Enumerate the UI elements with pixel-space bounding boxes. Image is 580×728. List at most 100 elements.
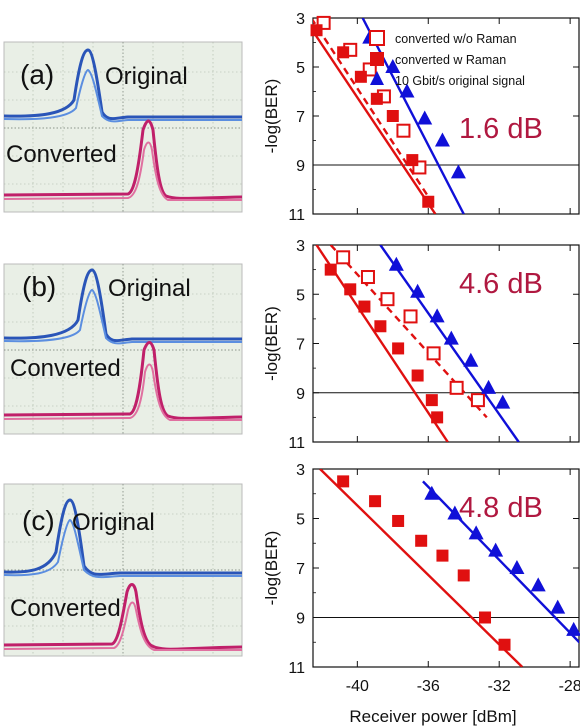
panel-label: (c)	[22, 505, 55, 536]
data-point-triangle	[399, 83, 415, 98]
data-point-triangle	[495, 394, 511, 409]
legend-marker-triangle	[370, 71, 384, 85]
y-tick-label: 7	[296, 109, 305, 126]
data-point-filled-square	[337, 475, 350, 488]
x-tick-label: -40	[346, 678, 369, 695]
data-point-filled-square	[431, 411, 444, 424]
data-point-triangle	[481, 379, 497, 394]
data-point-triangle	[488, 542, 504, 557]
data-point-filled-square	[457, 569, 470, 582]
data-point-triangle	[434, 132, 450, 147]
converted-label: Converted	[10, 595, 121, 622]
original-label: Original	[108, 275, 191, 302]
legend-entry: converted w Raman	[395, 53, 506, 67]
data-point-triangle	[385, 59, 401, 73]
original-label: Original	[72, 509, 155, 536]
y-tick-label: 7	[296, 337, 305, 354]
data-point-filled-square	[310, 24, 323, 37]
y-axis-label: -log(BER)	[262, 306, 281, 381]
data-point-open-square	[380, 292, 395, 307]
data-point-triangle	[429, 308, 445, 323]
data-point-triangle	[468, 525, 484, 540]
eye-panel-a: (a) Original Converted	[3, 41, 243, 213]
y-tick-label: 3	[296, 462, 305, 479]
data-point-triangle	[550, 599, 566, 614]
data-point-filled-square	[392, 514, 405, 527]
data-point-triangle	[530, 577, 546, 592]
legend-entry: 10 Gbit/s original signal	[395, 74, 525, 88]
y-tick-label: 3	[296, 238, 305, 255]
data-point-open-square	[336, 250, 351, 265]
data-point-filled-square	[374, 320, 387, 333]
data-point-filled-square	[422, 195, 435, 208]
data-point-open-square	[449, 380, 464, 395]
data-point-filled-square	[337, 46, 350, 59]
legend-marker-filled-square	[370, 52, 384, 66]
data-point-open-square	[403, 309, 418, 324]
data-point-filled-square	[436, 549, 449, 562]
data-point-filled-square	[370, 92, 383, 105]
original-label: Original	[105, 63, 188, 90]
panel-label: (a)	[20, 59, 54, 90]
converted-label: Converted	[10, 355, 121, 382]
y-tick-label: 9	[296, 386, 305, 403]
data-point-filled-square	[354, 70, 367, 83]
data-point-open-square	[470, 393, 485, 408]
data-point-triangle	[463, 352, 479, 367]
legend-entry: converted w/o Raman	[395, 32, 517, 46]
panel-label: (b)	[22, 271, 56, 302]
data-point-triangle	[443, 330, 459, 345]
y-tick-label: 5	[296, 60, 305, 77]
legend-marker-open-square	[369, 30, 385, 46]
ber-plot-c: 3 5 7 9 11 -40 -36 -32 -28 -log(BER) 4.8 dB	[262, 462, 580, 695]
data-point-filled-square	[392, 342, 405, 355]
y-axis-label: -log(BER)	[262, 79, 281, 154]
eye-panel-b: (b) Original Converted	[3, 263, 243, 435]
data-point-filled-square	[498, 638, 511, 651]
y-tick-label: 7	[296, 561, 305, 578]
data-point-triangle	[388, 256, 404, 271]
y-tick-label: 9	[296, 611, 305, 628]
y-tick-label: 9	[296, 158, 305, 175]
fit-line	[313, 29, 437, 214]
y-axis-label: -log(BER)	[262, 531, 281, 606]
data-point-open-square	[396, 123, 411, 138]
data-point-filled-square	[415, 534, 428, 547]
data-point-filled-square	[406, 154, 419, 167]
eye-panel-c: (c) Original Converted	[3, 483, 243, 657]
legend: converted w/o Raman converted w Raman 10…	[369, 30, 525, 88]
fit-line	[319, 469, 524, 667]
data-point-filled-square	[479, 611, 492, 624]
data-point-filled-square	[386, 110, 399, 122]
data-point-filled-square	[411, 369, 424, 382]
fit-line	[315, 245, 449, 442]
power-penalty-label: 4.6 dB	[459, 268, 543, 300]
data-point-triangle	[417, 110, 433, 125]
data-point-filled-square	[344, 283, 357, 296]
converted-label: Converted	[6, 141, 117, 168]
data-point-filled-square	[425, 394, 438, 407]
data-point-filled-square	[324, 263, 337, 276]
data-point-filled-square	[369, 495, 382, 508]
y-tick-label: 11	[288, 207, 305, 224]
y-tick-label: 5	[296, 512, 305, 529]
x-tick-label: -32	[488, 678, 511, 695]
data-point-filled-square	[358, 300, 371, 313]
power-penalty-label: 1.6 dB	[459, 113, 543, 145]
y-tick-label: 11	[288, 660, 305, 677]
data-point-open-square	[360, 270, 375, 285]
data-point-triangle	[410, 283, 426, 298]
fit-line	[313, 18, 432, 200]
x-tick-label: -36	[417, 678, 440, 695]
fit-line	[361, 18, 465, 214]
data-point-triangle	[447, 505, 463, 520]
y-tick-label: 3	[296, 11, 305, 28]
data-point-open-square	[426, 346, 441, 361]
y-tick-label: 5	[296, 287, 305, 304]
y-tick-label: 11	[288, 435, 305, 452]
x-tick-label: -28	[559, 678, 580, 695]
data-point-triangle	[424, 485, 440, 500]
ber-plot-b: 3 5 7 9 11 -log(BER) 4.6 dB	[262, 238, 580, 452]
power-penalty-label: 4.8 dB	[459, 492, 543, 524]
